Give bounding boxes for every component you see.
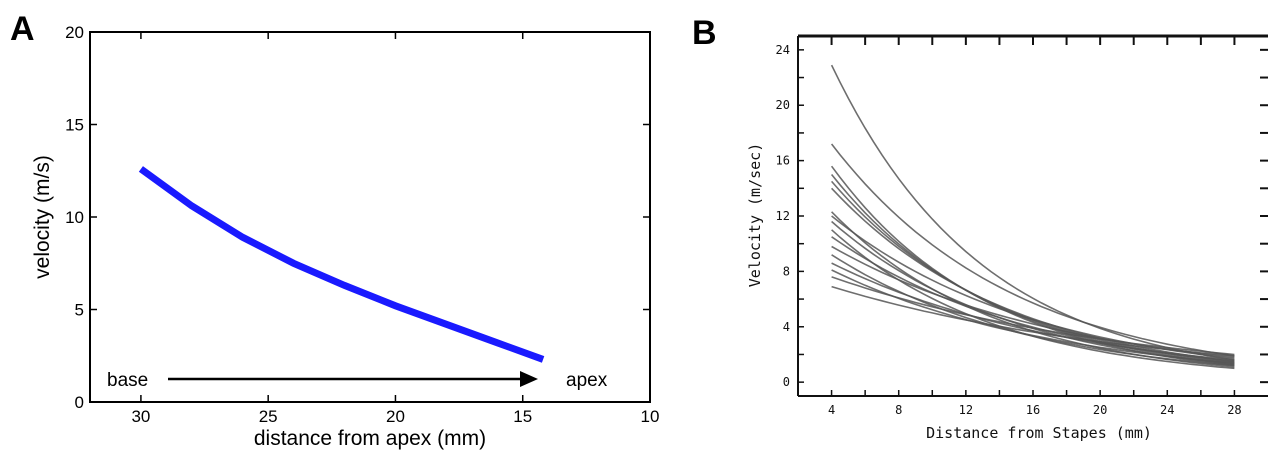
panel-a-velocity-curve <box>138 166 545 363</box>
panel-b-velocity-curve <box>831 276 1235 356</box>
panel-b-y-tick-label: 4 <box>783 320 790 334</box>
panel-a-x-tick-label: 10 <box>641 407 660 426</box>
panel-b-y-tick-label: 12 <box>776 209 790 223</box>
panel-b-x-tick-label: 16 <box>1026 403 1040 417</box>
panel-a: A 30 25 20 15 10 0 5 10 15 20 base apex distance … <box>10 10 659 450</box>
panel-a-x-axis-label: distance from apex (mm) <box>254 427 486 450</box>
panel-a-y-tick-label: 10 <box>65 208 84 227</box>
panel-b-x-tick-label: 8 <box>895 403 902 417</box>
panel-a-x-tick-label: 25 <box>259 407 278 426</box>
panel-b-velocity-curve <box>831 262 1235 361</box>
panel-b-y-tick-label: 8 <box>783 264 790 278</box>
panel-a-y-axis-label: velocity (m/s) <box>31 155 54 279</box>
panel-b-x-tick-label: 20 <box>1093 403 1107 417</box>
panel-a-y-tick-label: 20 <box>65 23 84 42</box>
panel-a-x-tick-label: 30 <box>131 407 150 426</box>
panel-b: B 4 8 12 16 20 24 28 0 4 8 12 16 20 24 Distance from … <box>692 14 1268 442</box>
panel-b-x-axis-label: Distance from Stapes (mm) <box>926 424 1152 442</box>
panel-b-velocity-curve <box>831 285 1235 357</box>
panel-a-y-tick-label: 15 <box>65 116 84 135</box>
panel-a-ticks: 30 25 20 15 10 0 5 10 15 20 <box>65 23 659 426</box>
panel-b-velocity-curve <box>830 173 1235 365</box>
panel-b-y-tick-label: 24 <box>776 43 790 57</box>
panel-b-velocity-curve <box>830 64 1235 361</box>
panel-a-x-tick-label: 15 <box>513 407 532 426</box>
panel-b-x-tick-label: 28 <box>1227 403 1241 417</box>
arrow-head-icon <box>520 371 538 387</box>
panel-b-y-tick-label: 20 <box>776 98 790 112</box>
panel-a-y-tick-label: 5 <box>75 301 84 320</box>
panel-b-y-axis-label: Velocity (m/sec) <box>746 143 764 288</box>
panel-a-y-tick-label: 0 <box>75 393 84 412</box>
panel-b-ticks: 4 8 12 16 20 24 28 0 4 8 12 16 20 24 <box>776 36 1268 417</box>
apex-annotation: apex <box>566 370 608 391</box>
panel-b-y-tick-label: 0 <box>783 375 790 389</box>
panel-b-x-tick-label: 4 <box>828 403 835 417</box>
base-annotation: base <box>107 370 148 391</box>
panel-b-label: B <box>692 14 717 52</box>
panel-b-curves <box>830 64 1235 370</box>
panel-b-velocity-curve <box>830 143 1235 357</box>
panel-a-x-tick-label: 20 <box>386 407 405 426</box>
panel-a-label: A <box>10 10 35 48</box>
panel-b-y-tick-label: 16 <box>776 154 790 168</box>
panel-b-x-tick-label: 12 <box>959 403 973 417</box>
panel-b-x-tick-label: 24 <box>1160 403 1174 417</box>
panel-a-plot-frame <box>89 31 651 403</box>
